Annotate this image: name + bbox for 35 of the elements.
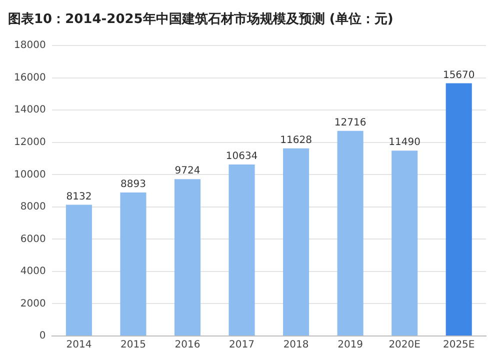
data-label: 10634	[226, 151, 258, 162]
y-tick-label: 8000	[20, 202, 46, 213]
y-tick-label: 12000	[14, 136, 46, 148]
data-label: 11628	[280, 134, 312, 146]
y-tick-label: 16000	[14, 72, 46, 84]
data-label: 8893	[120, 179, 146, 190]
y-tick-label: 14000	[14, 104, 46, 116]
data-label: 15670	[442, 70, 475, 81]
chart-title: 图表10：2014-2025年中国建筑石材市场规模及预测 (单位：元)	[8, 11, 394, 28]
bar	[228, 164, 255, 336]
y-tick-label: 2000	[20, 298, 46, 310]
x-tick-label: 2018	[283, 340, 309, 351]
x-tick-label: 2025E	[442, 340, 475, 351]
data-label: 8132	[66, 191, 92, 202]
data-label: 12716	[334, 117, 366, 128]
x-tick-label: 2016	[174, 340, 200, 351]
data-label: 9724	[174, 166, 200, 177]
bar	[446, 83, 472, 336]
x-tick-label: 2015	[120, 340, 146, 351]
bar	[66, 204, 92, 336]
y-tick-label: 0	[39, 330, 46, 342]
bar	[174, 179, 201, 336]
y-tick-label: 4000	[20, 266, 46, 278]
x-tick-label: 2017	[229, 340, 254, 351]
x-tick-label: 2019	[338, 340, 364, 351]
data-label: 11490	[388, 137, 420, 148]
bar	[120, 192, 146, 336]
y-tick-label: 6000	[20, 234, 46, 245]
bar	[283, 148, 310, 336]
bar	[392, 150, 418, 336]
y-tick-label: 10000	[14, 169, 46, 180]
y-tick-label: 18000	[14, 40, 46, 52]
x-tick-label: 2014	[66, 340, 92, 351]
bar	[337, 130, 364, 336]
x-tick-label: 2020E	[388, 340, 420, 351]
